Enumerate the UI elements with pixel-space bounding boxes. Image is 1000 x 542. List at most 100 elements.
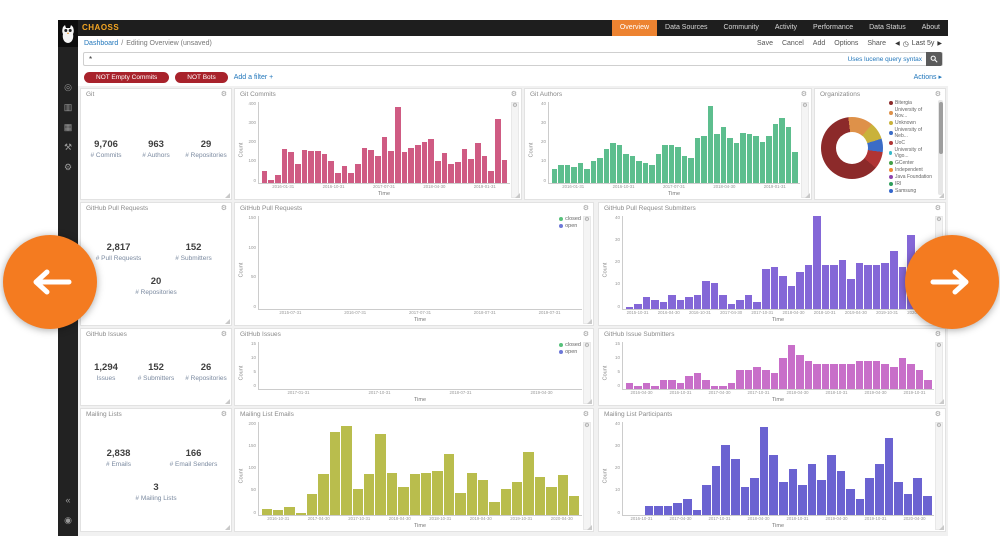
- bar[interactable]: [884, 438, 894, 515]
- bar[interactable]: [329, 432, 341, 515]
- bar[interactable]: [813, 363, 821, 389]
- chart-options-strip[interactable]: ⚙: [511, 102, 519, 198]
- bar[interactable]: [642, 163, 648, 183]
- panel-gear-icon[interactable]: ⚙: [582, 205, 589, 212]
- bar[interactable]: [864, 360, 872, 389]
- bar[interactable]: [813, 216, 821, 309]
- bar[interactable]: [740, 132, 746, 183]
- bars-plot[interactable]: [622, 216, 934, 310]
- cancel-button[interactable]: Cancel: [781, 40, 804, 47]
- bar[interactable]: [654, 505, 663, 515]
- bar[interactable]: [558, 165, 564, 183]
- bar[interactable]: [894, 482, 903, 515]
- bar[interactable]: [702, 379, 710, 389]
- legend-item-university-of-nov[interactable]: University of Nov...: [889, 107, 932, 119]
- bar[interactable]: [740, 487, 750, 515]
- bar[interactable]: [874, 463, 884, 515]
- legend-item-uoc[interactable]: UoC: [889, 140, 932, 146]
- bar[interactable]: [663, 505, 673, 515]
- bar[interactable]: [685, 297, 693, 309]
- bar[interactable]: [557, 475, 569, 515]
- collapse-icon[interactable]: «: [65, 495, 71, 505]
- bar[interactable]: [625, 306, 634, 309]
- legend-item-university-of-neb[interactable]: University of Neb...: [889, 127, 932, 139]
- time-range-label[interactable]: Last 5y: [911, 40, 935, 47]
- bar[interactable]: [913, 477, 922, 515]
- bar[interactable]: [348, 173, 354, 183]
- legend-item-unknown[interactable]: Unknown: [889, 120, 932, 126]
- bar[interactable]: [924, 379, 932, 389]
- resize-handle[interactable]: [515, 193, 520, 198]
- bars-plot[interactable]: [258, 102, 510, 184]
- bar[interactable]: [341, 425, 352, 515]
- bar[interactable]: [736, 299, 744, 309]
- bar[interactable]: [694, 138, 700, 183]
- bar[interactable]: [788, 468, 798, 515]
- bar[interactable]: [681, 156, 687, 183]
- donut-chart[interactable]: [821, 116, 883, 179]
- bar[interactable]: [727, 138, 733, 183]
- bar[interactable]: [675, 147, 681, 183]
- bar[interactable]: [804, 264, 813, 309]
- legend-item-open[interactable]: open: [559, 223, 581, 229]
- bar[interactable]: [779, 482, 788, 515]
- bar[interactable]: [826, 454, 836, 515]
- chart-gear-icon[interactable]: ⚙: [802, 103, 808, 109]
- top-menu-data-sources[interactable]: Data Sources: [665, 24, 708, 31]
- bar[interactable]: [766, 136, 772, 183]
- bar[interactable]: [394, 107, 401, 183]
- bar[interactable]: [855, 360, 864, 389]
- bar[interactable]: [770, 373, 779, 389]
- top-menu-about[interactable]: About: [921, 24, 940, 31]
- panel-gear-icon[interactable]: ⚙: [934, 91, 941, 98]
- bar[interactable]: [354, 164, 361, 183]
- bar[interactable]: [610, 143, 616, 183]
- resize-handle[interactable]: [939, 193, 944, 198]
- panel-gear-icon[interactable]: ⚙: [800, 91, 807, 98]
- bar[interactable]: [475, 143, 481, 183]
- bar[interactable]: [746, 134, 752, 183]
- bar[interactable]: [668, 145, 674, 183]
- bar[interactable]: [733, 143, 739, 183]
- resize-handle[interactable]: [939, 525, 944, 530]
- bar[interactable]: [288, 152, 294, 183]
- panel-gear-icon[interactable]: ⚙: [220, 411, 227, 418]
- bar[interactable]: [328, 161, 334, 183]
- bar[interactable]: [744, 370, 753, 389]
- bar[interactable]: [334, 173, 341, 183]
- panel-gear-icon[interactable]: ⚙: [582, 411, 589, 418]
- chart-options-strip[interactable]: ⚙: [801, 102, 809, 198]
- breadcrumb-dashboard-link[interactable]: Dashboard: [84, 40, 119, 47]
- bar[interactable]: [368, 149, 374, 183]
- panel-gear-icon[interactable]: ⚙: [934, 411, 941, 418]
- panel-gear-icon[interactable]: ⚙: [582, 331, 589, 338]
- bar[interactable]: [629, 156, 635, 183]
- bar[interactable]: [546, 487, 557, 515]
- chart-options-strip[interactable]: ⚙: [583, 422, 591, 530]
- bar[interactable]: [719, 295, 727, 309]
- bar[interactable]: [762, 370, 770, 389]
- bar[interactable]: [374, 156, 381, 183]
- bar[interactable]: [787, 285, 796, 309]
- bar[interactable]: [838, 363, 847, 389]
- bar[interactable]: [772, 123, 778, 183]
- bar[interactable]: [321, 154, 328, 183]
- bar[interactable]: [838, 260, 847, 309]
- bar[interactable]: [798, 484, 807, 515]
- bar[interactable]: [434, 160, 441, 183]
- resize-handle[interactable]: [225, 399, 230, 404]
- previous-page-button[interactable]: [3, 235, 97, 329]
- bar[interactable]: [889, 250, 898, 309]
- legend-item-independent[interactable]: Independent: [889, 167, 932, 173]
- bar[interactable]: [872, 264, 881, 309]
- bar[interactable]: [401, 152, 408, 183]
- bar[interactable]: [662, 145, 668, 183]
- bar[interactable]: [753, 302, 761, 309]
- bar[interactable]: [714, 134, 720, 183]
- bar[interactable]: [616, 145, 622, 183]
- bar[interactable]: [481, 155, 488, 183]
- bar[interactable]: [634, 304, 642, 309]
- legend-item-university-of-vigo[interactable]: University of Vigo...: [889, 147, 932, 159]
- bar[interactable]: [649, 165, 655, 183]
- bars-plot[interactable]: [258, 422, 582, 516]
